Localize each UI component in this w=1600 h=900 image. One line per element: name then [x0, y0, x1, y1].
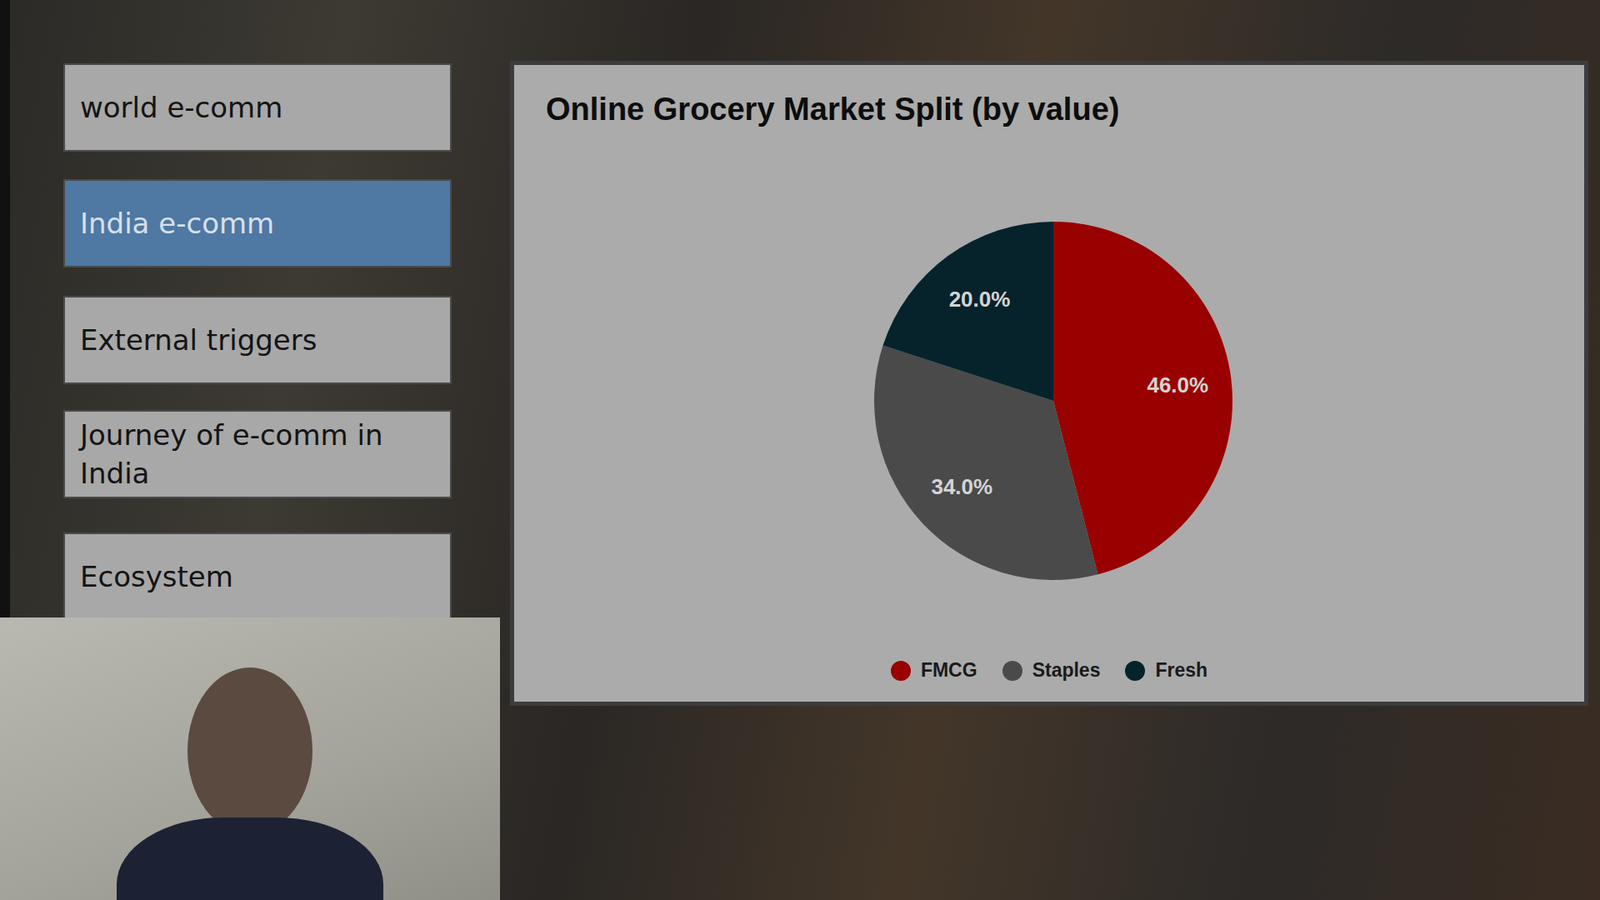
html-text:Staples: Staples — [1032, 659, 1101, 681]
html-text:India e-comm: India e-comm — [80, 206, 275, 240]
html-text:Online Grocery Market Split (b: Online Grocery Market Split (by value) — [545, 91, 1120, 127]
html-text:Ecosystem: Ecosystem — [80, 560, 234, 594]
svg-text:20.0%: 20.0% — [949, 286, 1011, 312]
html-text:Journey of e-comm in India: Journey of e-comm in India — [80, 418, 383, 490]
svg-text:34.0%: 34.0% — [930, 474, 993, 500]
html-text:Fresh: Fresh — [1155, 659, 1208, 681]
html-text:FMCG: FMCG — [920, 659, 978, 681]
html-text:world e-comm: world e-comm — [80, 90, 283, 125]
svg-text:46.0%: 46.0% — [1146, 372, 1209, 398]
html-text:External triggers: External triggers — [80, 323, 317, 357]
